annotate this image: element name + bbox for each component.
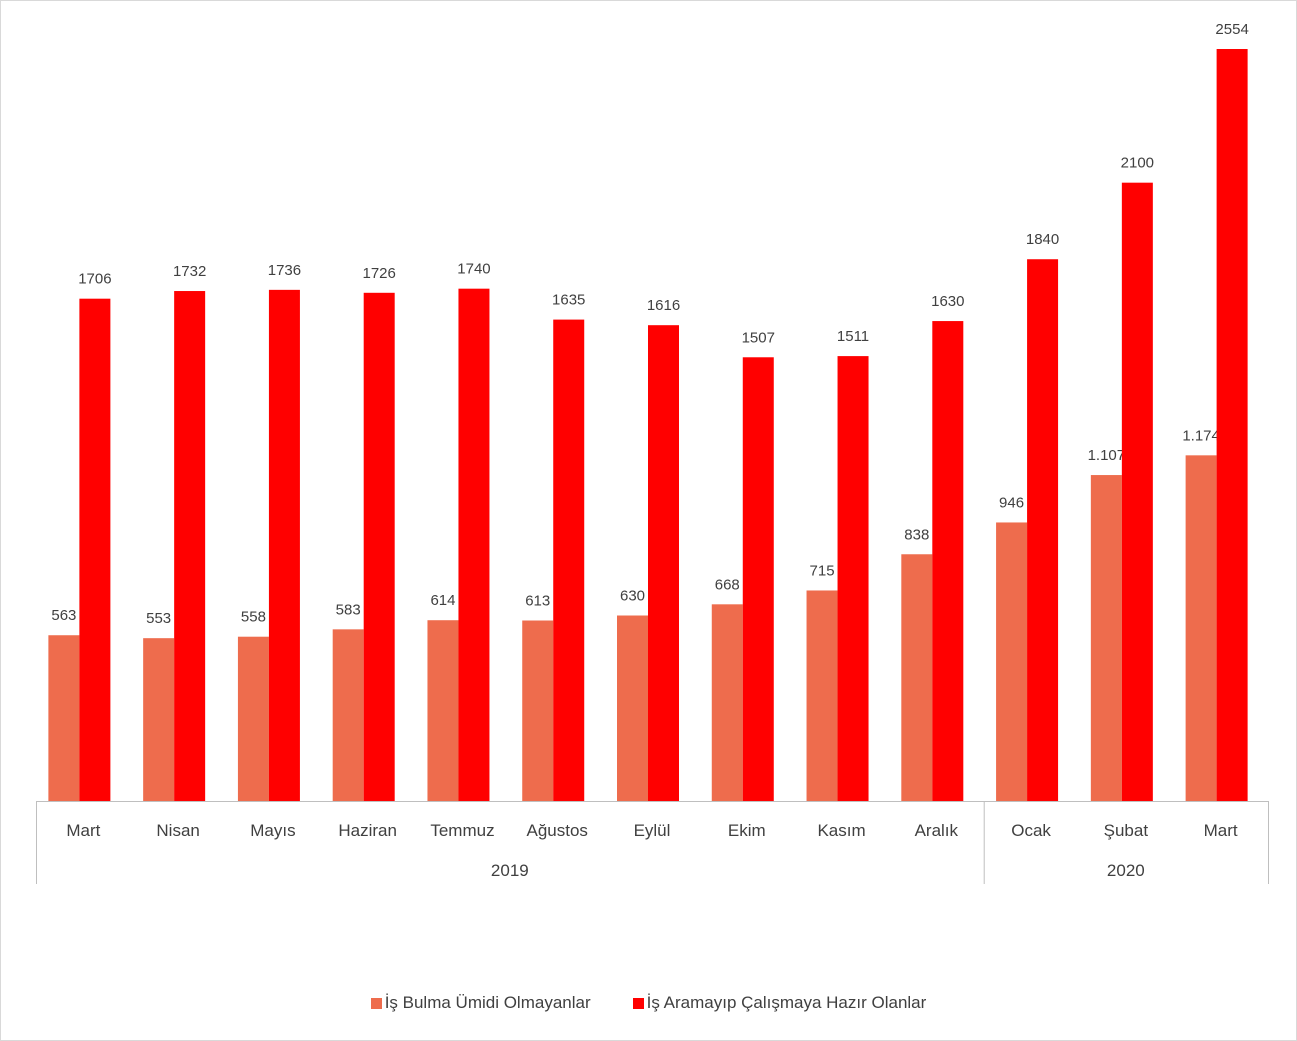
x-tick-label-6: Ağustos [527,821,588,840]
legend-item-series1: İş Bulma Ümidi Olmayanlar [370,993,591,1013]
legend-label-series2: İş Aramayıp Çalışmaya Hazır Olanlar [646,993,927,1012]
data-label-series2-3: 1736 [268,262,301,279]
bar-series1-5 [427,620,459,801]
data-label-series1-11: 946 [999,494,1024,511]
data-label-series2-4: 1726 [363,265,396,282]
bar-series1-3 [237,636,269,801]
data-label-series2-2: 1732 [173,263,206,280]
data-label-series1-6: 613 [525,593,550,610]
legend-swatch-series2 [632,997,644,1009]
bar-series1-10 [901,554,933,801]
x-tick-label-4: Haziran [338,821,397,840]
legend-item-series2: İş Aramayıp Çalışmaya Hazır Olanlar [632,993,927,1013]
data-label-series2-1: 1706 [78,271,111,288]
data-label-series2-8: 1507 [742,329,775,346]
bar-series1-12 [1090,475,1122,801]
bar-series2-7 [648,325,679,801]
data-label-series1-3: 558 [241,609,266,626]
x-tick-label-3: Mayıs [250,821,295,840]
legend-label-series1: İş Bulma Ümidi Olmayanlar [384,993,591,1012]
legend: İş Bulma Ümidi Olmayanlar İş Aramayıp Ça… [0,993,1297,1013]
data-label-series1-4: 583 [336,601,361,618]
x-tick-label-10: Aralık [915,821,959,840]
data-label-series1-10: 838 [904,526,929,543]
bar-series1-8 [711,604,743,801]
bar-series1-4 [332,629,364,801]
data-label-series2-7: 1616 [647,297,680,314]
bar-series2-9 [837,356,869,801]
bar-series1-11 [996,522,1028,801]
bar-series2-4 [363,292,395,801]
bar-series2-2 [174,291,206,801]
bar-series2-6 [553,319,585,801]
bar-series1-2 [143,638,175,801]
bar-series1-9 [806,590,838,801]
bar-series2-10 [932,321,964,801]
x-tick-label-1: Mart [66,821,100,840]
data-label-series2-5: 1740 [457,261,490,278]
x-tick-label-13: Mart [1204,821,1238,840]
x-tick-label-9: Kasım [817,821,865,840]
data-label-series1-9: 715 [810,562,835,579]
bar-series2-8 [742,357,774,801]
data-label-series1-1: 563 [51,607,76,624]
group-label-2: 2020 [1107,861,1145,880]
bar-series1-13 [1185,455,1217,801]
data-label-series2-12: 2100 [1121,155,1154,172]
x-tick-label-5: Temmuz [430,821,494,840]
x-tick-label-2: Nisan [156,821,199,840]
group-label-1: 2019 [491,861,529,880]
bar-series2-3 [268,289,300,801]
bar-series1-6 [522,620,554,801]
data-label-series2-11: 1840 [1026,231,1059,248]
data-label-series1-12: 1.107 [1088,447,1126,464]
bar-series2-13 [1216,49,1248,801]
data-label-series1-2: 553 [146,610,171,627]
data-label-series1-7: 630 [620,588,645,605]
x-tick-label-11: Ocak [1011,821,1051,840]
bar-series1-7 [617,615,648,801]
bar-series2-1 [79,298,111,801]
x-tick-label-12: Şubat [1104,821,1149,840]
bar-series2-12 [1121,182,1153,802]
x-tick-label-7: Eylül [634,821,671,840]
data-label-series2-9: 1511 [837,328,869,345]
data-label-series2-6: 1635 [552,292,585,309]
data-label-series1-13: 1.174 [1182,427,1220,444]
bar-series2-11 [1027,259,1059,801]
data-label-series2-13: 2554 [1215,21,1248,38]
x-tick-label-8: Ekim [728,821,766,840]
bar-series2-5 [458,288,490,802]
legend-swatch-series1 [370,997,382,1009]
bar-series1-1 [48,635,80,801]
data-label-series1-8: 668 [715,576,740,593]
data-label-series1-5: 614 [430,592,455,609]
data-label-series2-10: 1630 [931,293,964,310]
